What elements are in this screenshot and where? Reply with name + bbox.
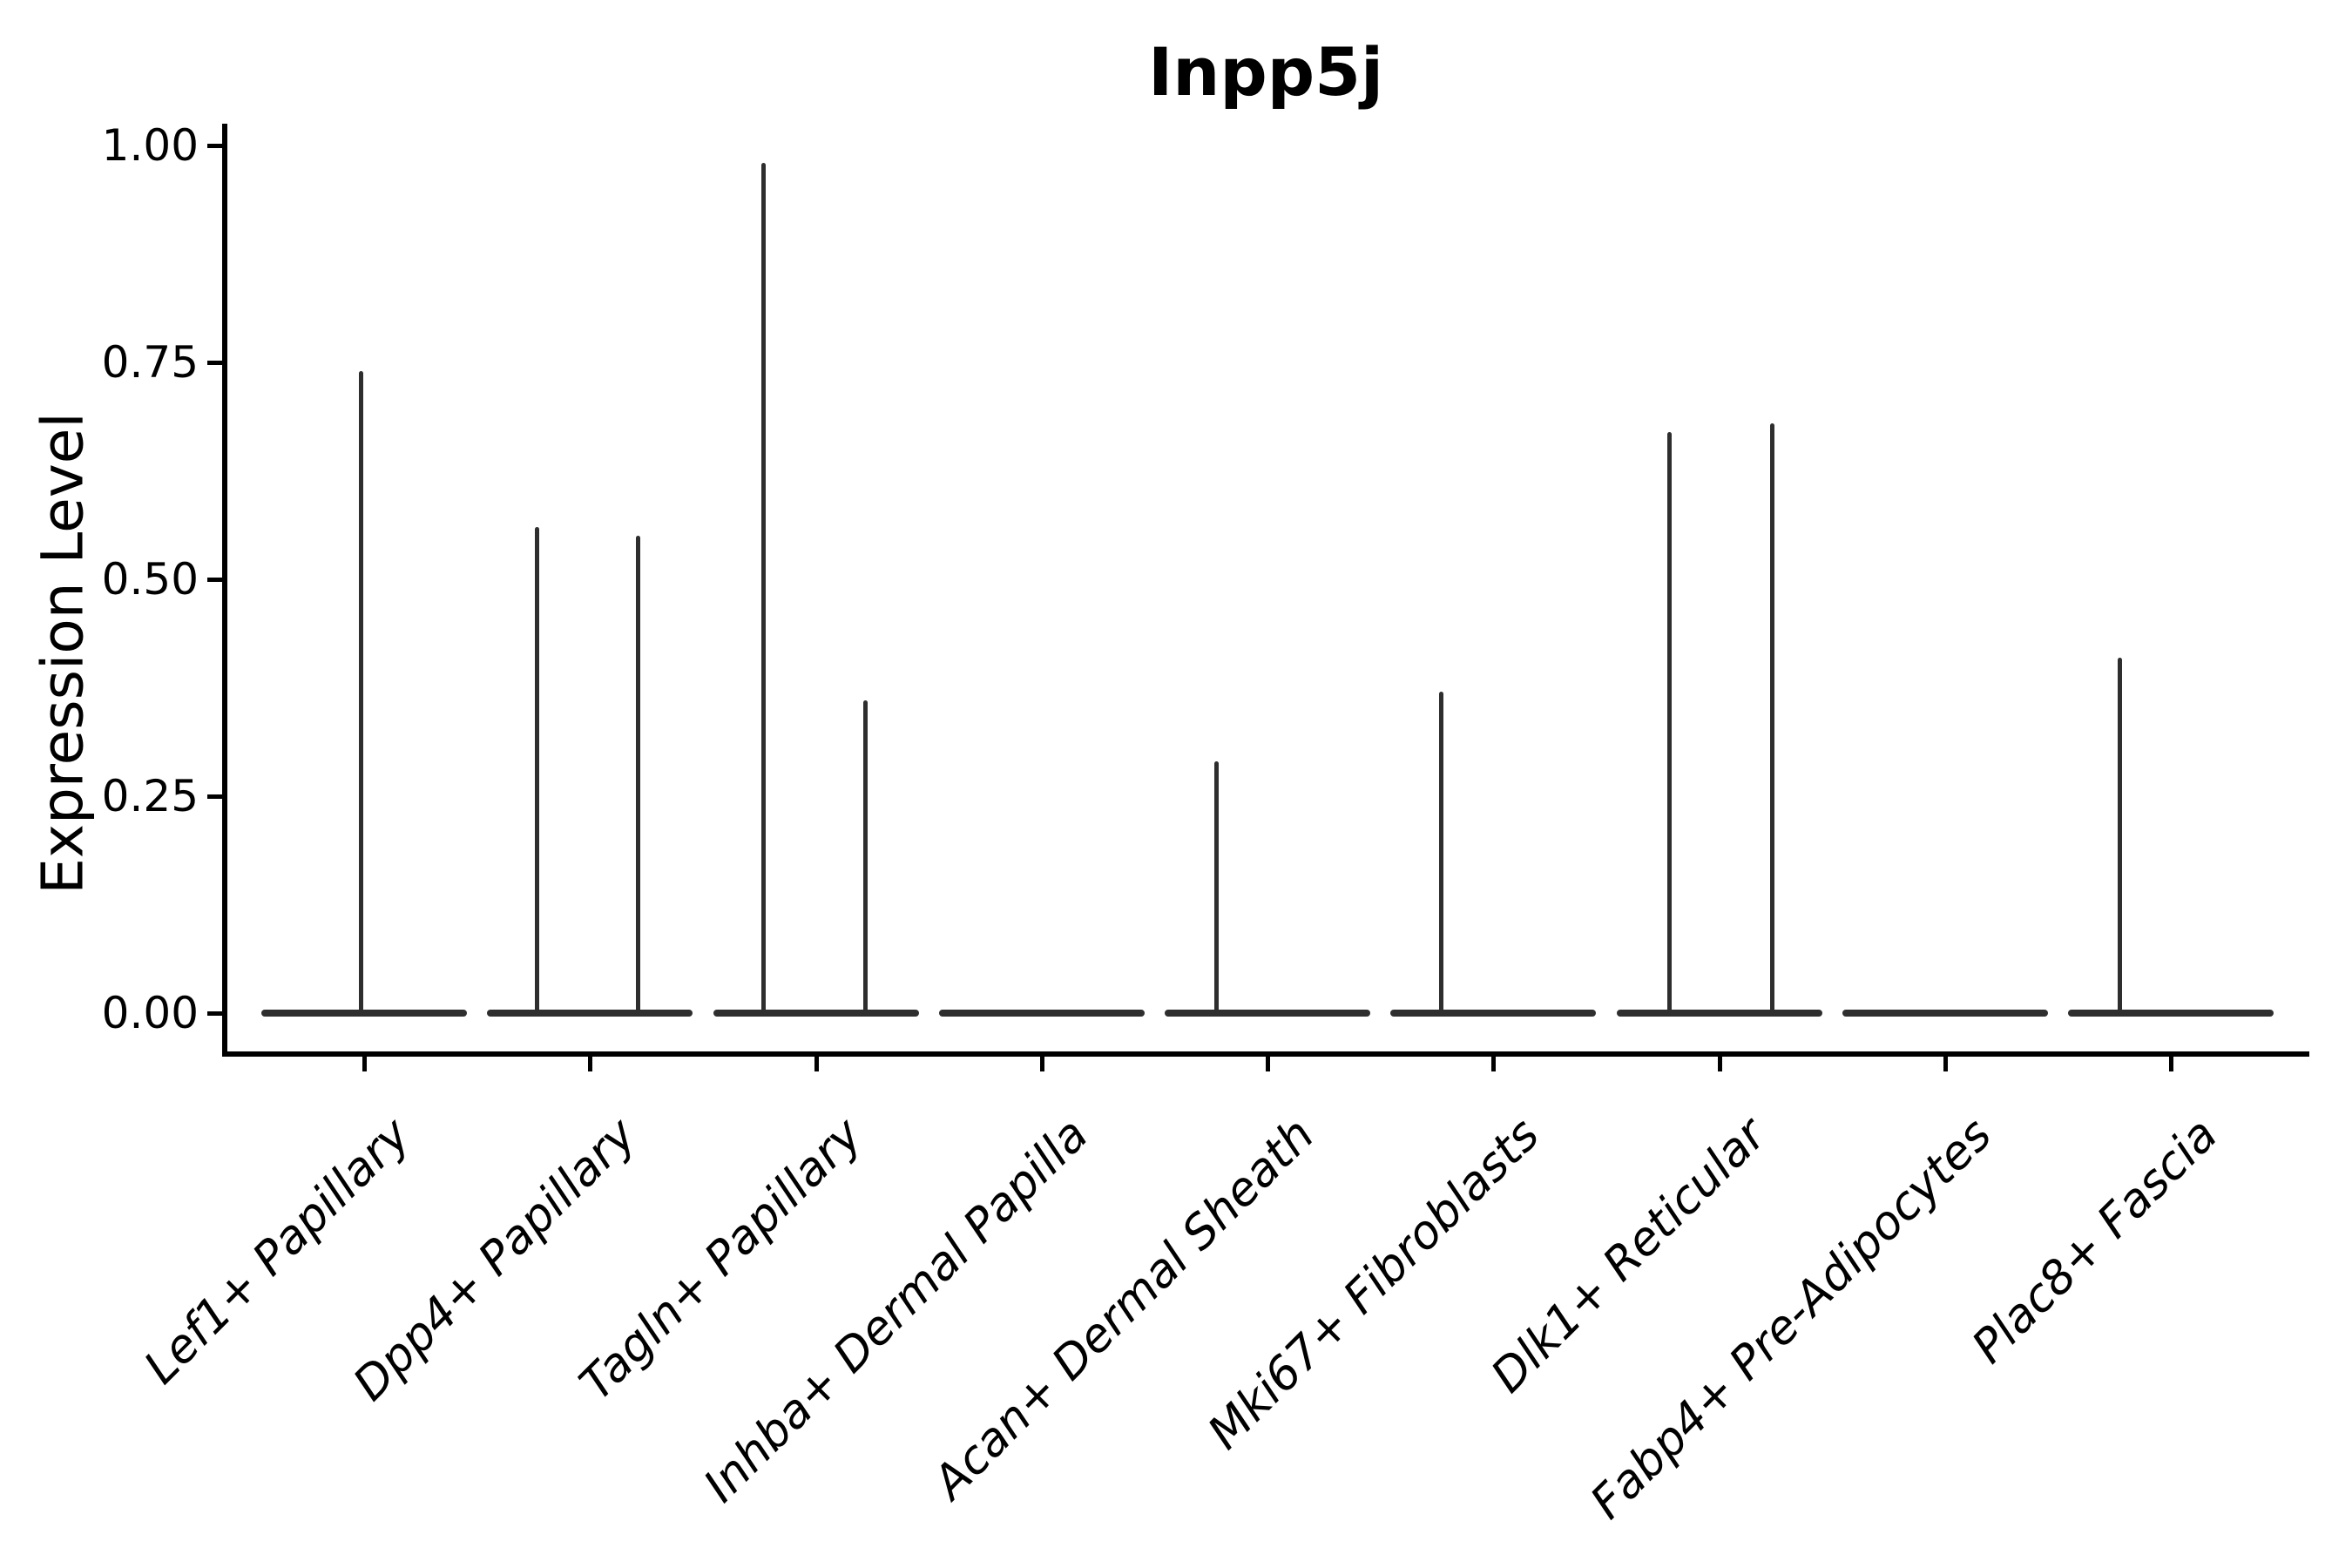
x-tick-mark xyxy=(588,1057,593,1071)
y-tick-mark xyxy=(207,1011,222,1016)
violin-baseline xyxy=(1842,1010,2048,1017)
x-tick-mark xyxy=(1491,1057,1497,1071)
x-tick-mark xyxy=(1266,1057,1270,1071)
violin-baseline xyxy=(1390,1010,1597,1017)
x-tick-mark xyxy=(1943,1057,1948,1071)
violin-baseline xyxy=(1165,1010,1370,1017)
violin-spike xyxy=(535,527,540,1013)
violin-spike xyxy=(2118,658,2122,1013)
violin-spike xyxy=(862,700,868,1013)
x-axis-spine xyxy=(222,1051,2309,1057)
plot-title: Inpp5j xyxy=(1147,33,1384,111)
y-tick-label: 0.25 xyxy=(101,771,199,821)
x-tick-mark xyxy=(1039,1057,1044,1071)
y-tick-label: 1.00 xyxy=(101,120,199,171)
x-axis-category-label: Acan+ Dermal Sheath xyxy=(923,1108,1325,1510)
y-tick-label: 0.00 xyxy=(101,988,199,1038)
violin-baseline xyxy=(2068,1010,2274,1017)
violin-baseline xyxy=(1616,1010,1822,1017)
x-axis-category-label: Fabp4+ Pre-Adipocytes xyxy=(1580,1108,2002,1530)
violin-spike xyxy=(359,371,363,1013)
violin-baseline xyxy=(938,1010,1145,1017)
x-axis-category-label: Plac8+ Fascia xyxy=(1962,1108,2228,1374)
violin-spike xyxy=(636,536,641,1013)
violin-spike xyxy=(1769,423,1774,1013)
x-tick-mark xyxy=(2169,1057,2173,1071)
y-tick-mark xyxy=(207,578,222,582)
x-axis-category-label: Inhba+ Dermal Papilla xyxy=(693,1108,1098,1513)
violin-spike xyxy=(1214,761,1219,1013)
violin-baseline xyxy=(261,1010,467,1017)
y-tick-mark xyxy=(207,794,222,799)
x-tick-mark xyxy=(362,1057,367,1071)
x-tick-mark xyxy=(814,1057,819,1071)
y-tick-label: 0.75 xyxy=(101,337,199,388)
y-tick-mark xyxy=(207,361,222,365)
violin-spike xyxy=(760,163,766,1013)
y-axis-spine xyxy=(222,124,227,1057)
violin-spike xyxy=(1439,692,1444,1013)
violin-baseline xyxy=(487,1010,693,1017)
violin-baseline xyxy=(713,1010,919,1017)
y-tick-label: 0.50 xyxy=(101,554,199,605)
violin-spike xyxy=(1666,432,1672,1013)
y-tick-mark xyxy=(207,144,222,148)
x-tick-mark xyxy=(1717,1057,1722,1071)
